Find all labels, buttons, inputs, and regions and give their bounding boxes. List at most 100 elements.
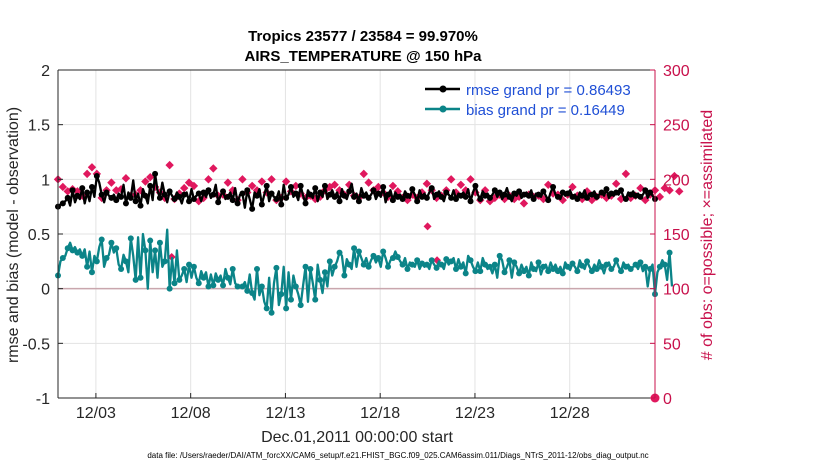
assimilated-marker (577, 194, 587, 204)
bias-point (438, 261, 445, 268)
bias-point (443, 256, 450, 263)
rmse-point (283, 194, 290, 201)
bias-point (661, 261, 668, 268)
bias-point (292, 283, 299, 290)
bias-point (326, 258, 333, 265)
assimilated-marker (58, 182, 68, 192)
rmse-point (486, 194, 493, 201)
bias-point (380, 248, 387, 255)
bias-point (477, 268, 484, 275)
rmse-point (375, 190, 382, 197)
rmse-point (496, 189, 503, 196)
bias-point (287, 296, 294, 303)
bias-point (351, 245, 358, 252)
x-tick-label: 12/23 (455, 405, 495, 422)
rmse-point (574, 196, 581, 203)
rmse-point (564, 190, 571, 197)
y-tick-label: 0.5 (28, 227, 50, 244)
bias-point (375, 255, 382, 262)
rmse-point (118, 193, 125, 200)
assimilated-marker (146, 172, 155, 182)
y-right-tick-label: 200 (663, 172, 690, 189)
rmse-point (229, 197, 236, 204)
rmse-point (137, 202, 144, 209)
bias-point (540, 263, 547, 270)
rmse-point (627, 191, 634, 198)
rmse-point (545, 197, 552, 204)
rmse-point (360, 192, 367, 199)
assimilated-marker (519, 199, 529, 208)
bias-point (142, 247, 149, 254)
rmse-point (292, 190, 299, 197)
assimilated-marker (480, 186, 490, 195)
bias-point (268, 309, 275, 316)
bias-point (156, 239, 163, 246)
assimilated-marker (616, 194, 626, 204)
rmse-point (520, 191, 527, 198)
y-tick-label: -1 (36, 391, 50, 408)
bias-point (419, 260, 426, 267)
bias-point (496, 252, 503, 259)
rmse-point (414, 198, 421, 205)
bias-point (506, 257, 513, 264)
rmse-point (190, 196, 197, 203)
rmse-point (428, 185, 435, 192)
legend-bias-marker (439, 105, 447, 113)
bias-point (84, 263, 91, 270)
bias-point (462, 270, 469, 277)
bias-point (530, 265, 537, 272)
rmse-point (613, 189, 620, 196)
y-axis-right-label: # of obs: o=possible; ×=assimilated (699, 110, 716, 360)
bias-point (370, 252, 377, 259)
x-tick-label: 12/18 (360, 405, 400, 422)
bias-point (603, 261, 610, 268)
bias-point (195, 280, 202, 287)
x-tick-label: 12/03 (76, 405, 116, 422)
assimilated-marker (238, 175, 247, 184)
assimilated-marker (209, 164, 218, 173)
bias-point (399, 261, 406, 268)
assimilated-marker (670, 171, 679, 181)
bias-point (627, 265, 634, 272)
rmse-point (365, 194, 372, 201)
legend-rmse-label: rmse grand pr = 0.86493 (466, 82, 631, 99)
legend: rmse grand pr = 0.86493 bias grand pr = … (425, 82, 631, 119)
bias-point (365, 263, 372, 270)
rmse-point (210, 191, 217, 198)
rmse-point (491, 187, 498, 194)
rmse-point (525, 192, 532, 199)
bias-point (346, 261, 353, 268)
bias-point (535, 259, 542, 266)
series-lines (55, 170, 674, 316)
rmse-point (244, 187, 251, 194)
assimilated-marker (611, 179, 621, 188)
rmse-point (287, 183, 294, 190)
rmse-point (273, 196, 280, 203)
bias-point (79, 252, 86, 259)
bias-line (56, 228, 674, 314)
y-right-tick-label: 50 (663, 336, 681, 353)
bias-point (647, 265, 654, 272)
rmse-point (108, 194, 115, 201)
bias-point (113, 245, 120, 252)
bias-point (98, 236, 105, 243)
assimilated-marker (87, 163, 97, 172)
bias-point (215, 276, 222, 283)
rmse-point (326, 191, 333, 198)
bias-point (122, 258, 129, 265)
bias-point (360, 261, 367, 268)
bias-point (200, 274, 207, 281)
bias-point (297, 302, 304, 309)
assimilated-marker (544, 180, 553, 189)
rmse-point (370, 187, 377, 194)
assimilated-marker (422, 179, 432, 188)
y-tick-label: -0.5 (22, 336, 50, 353)
x-tick-label: 12/28 (550, 405, 590, 422)
bias-point (525, 272, 532, 279)
bias-point (642, 263, 649, 270)
assimilated-marker (165, 160, 174, 170)
rmse-point (394, 193, 401, 200)
rmse-point (181, 191, 188, 198)
bias-point (520, 268, 527, 275)
rmse-point (569, 193, 576, 200)
